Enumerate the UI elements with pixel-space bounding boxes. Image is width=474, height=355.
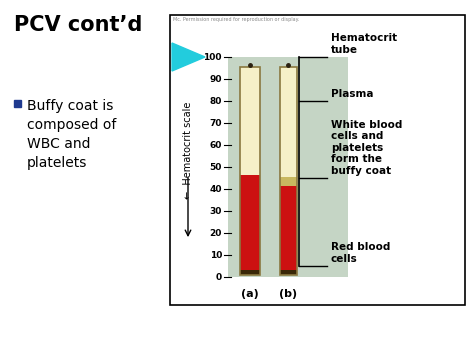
Bar	[240, 270, 260, 275]
Bar	[280, 178, 297, 186]
Text: Buffy coat is
composed of
WBC and
platelets: Buffy coat is composed of WBC and platel…	[27, 99, 117, 170]
Text: Red blood
cells: Red blood cells	[331, 242, 391, 264]
Bar	[240, 67, 260, 275]
Text: 30: 30	[210, 207, 222, 215]
Bar	[280, 270, 297, 275]
Bar	[280, 67, 297, 275]
Text: White blood
cells and
platelets
form the
buffy coat: White blood cells and platelets form the…	[331, 120, 402, 176]
Text: 90: 90	[210, 75, 222, 83]
Bar	[280, 67, 297, 275]
Text: Mc. Permission required for reproduction or display.: Mc. Permission required for reproduction…	[173, 17, 299, 22]
Text: 40: 40	[210, 185, 222, 193]
Polygon shape	[172, 43, 205, 71]
Text: 70: 70	[210, 119, 222, 127]
Text: (a): (a)	[241, 289, 259, 299]
Text: 100: 100	[203, 53, 222, 61]
Text: 50: 50	[210, 163, 222, 171]
Text: 60: 60	[210, 141, 222, 149]
Bar	[14, 100, 21, 107]
Text: 80: 80	[210, 97, 222, 105]
Bar	[228, 57, 348, 277]
Text: (b): (b)	[280, 289, 298, 299]
Text: Plasma: Plasma	[331, 89, 374, 99]
Text: Hematocrit
tube: Hematocrit tube	[331, 33, 397, 55]
Text: ←  Hematocrit scale: ← Hematocrit scale	[183, 101, 193, 199]
Text: 0: 0	[216, 273, 222, 282]
Text: 20: 20	[210, 229, 222, 237]
Text: PCV cont’d: PCV cont’d	[14, 15, 142, 35]
Text: 10: 10	[210, 251, 222, 260]
Bar	[240, 175, 260, 275]
Bar	[170, 15, 465, 305]
Bar	[280, 186, 297, 275]
Bar	[240, 67, 260, 275]
